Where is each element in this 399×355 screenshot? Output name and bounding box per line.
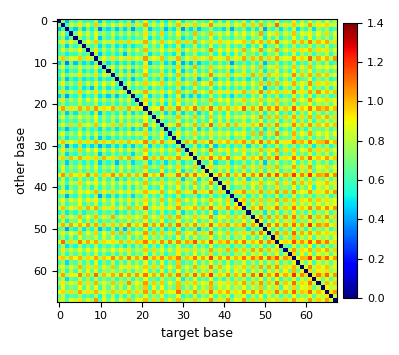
Y-axis label: other base: other base [15,127,28,194]
X-axis label: target base: target base [161,327,233,340]
